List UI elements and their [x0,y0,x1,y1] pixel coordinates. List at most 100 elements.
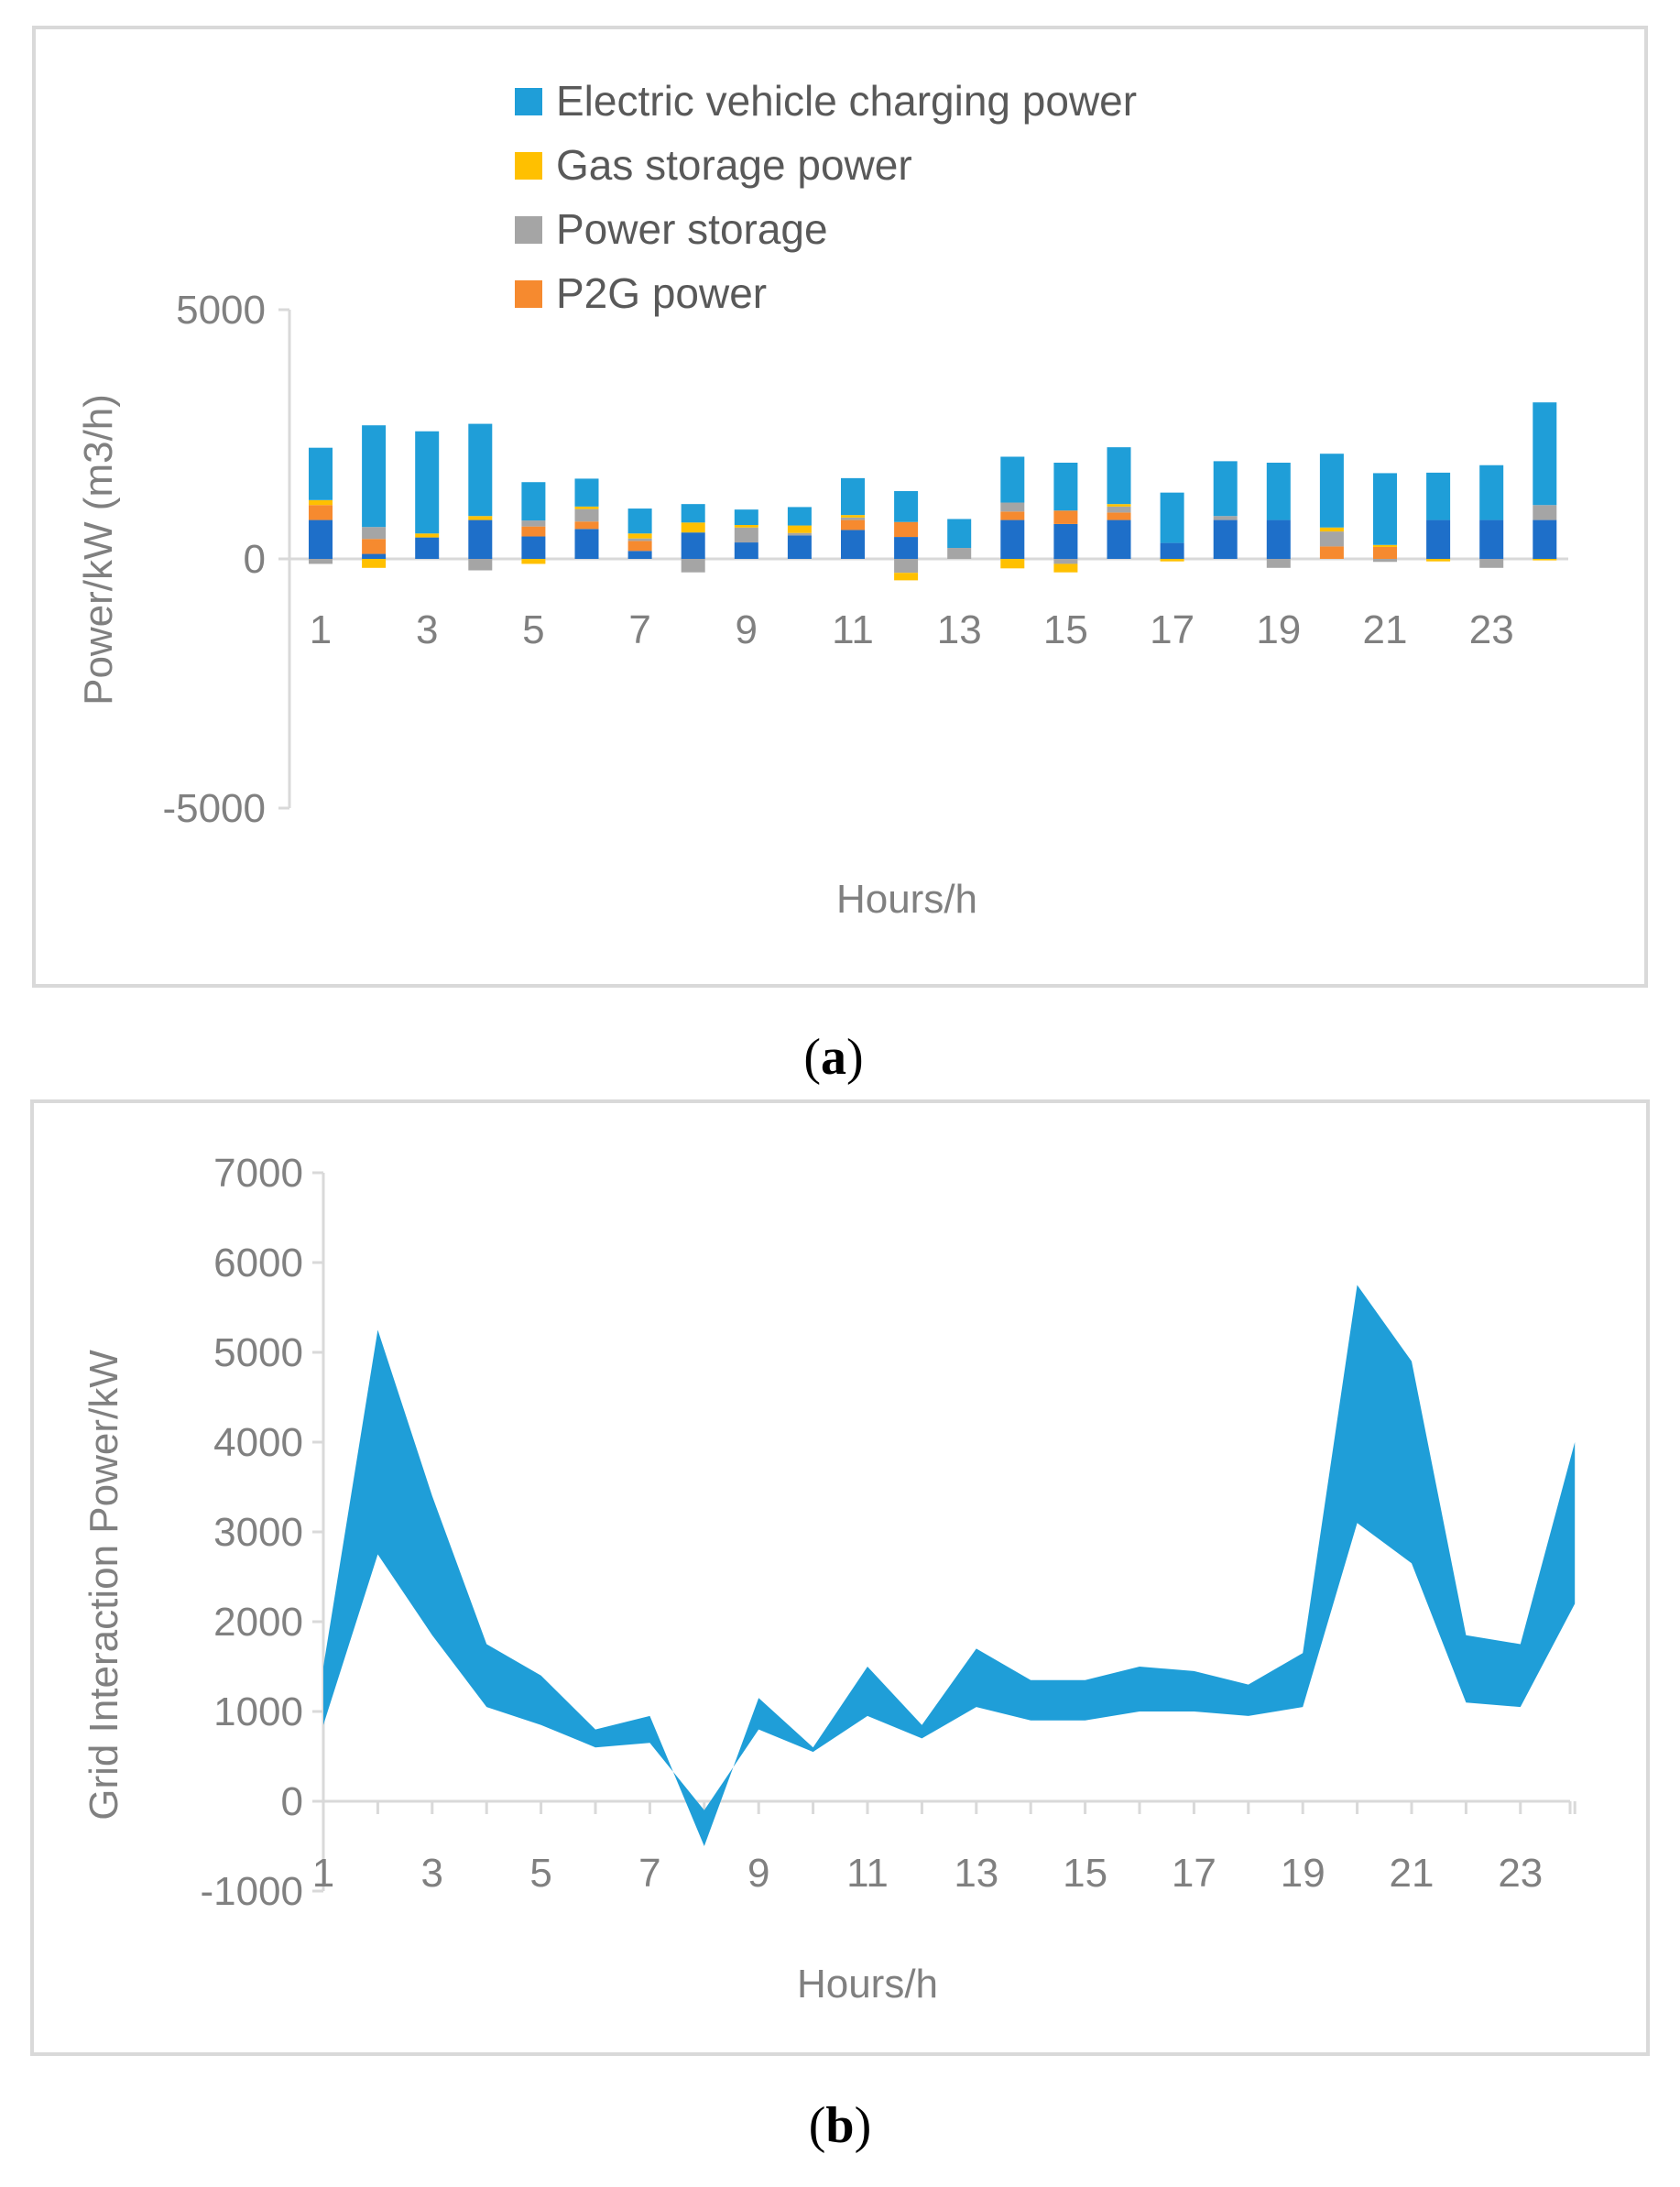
chart-a-bar-segment [1533,559,1557,561]
chart-a-x-tick-label: 9 [736,607,758,652]
chart-a-bar-segment [574,529,599,559]
chart-a-bar-segment [309,447,333,500]
chart-b-y-ticks: 7000 6000 5000 4000 3000 2000 1000 0 -1000 [200,1151,303,1914]
chart-a-bar-segment [1053,563,1078,573]
chart-a-bar-segment [1000,559,1025,569]
chart-a-x-tick-label: 7 [628,607,650,652]
chart-b-y-tick-label: 2000 [213,1600,303,1645]
chart-a-legend-label: Power storage [556,205,828,253]
chart-a-bar-segment [1426,519,1451,559]
chart-a-x-tick-label: 5 [522,607,544,652]
chart-a-bar-segment [1000,456,1025,503]
chart-a-bar-segment [1213,516,1238,520]
chart-a-bar-segment [1000,502,1025,512]
chart-a-bar-segment [574,506,599,509]
chart-a-y-tick-label: -5000 [162,786,266,831]
chart-a-bar-segment [1533,402,1557,506]
chart-a-bar-segment [1107,506,1131,513]
chart-b-caption: (b) [809,2097,871,2154]
chart-a-bar-segment [1160,542,1184,559]
chart-a-bar-segment [681,522,705,533]
chart-a-bar-segment [1373,473,1397,545]
chart-a-bars [309,402,1557,581]
chart-b-y-tick-label: 7000 [213,1151,303,1196]
chart-a-bar-segment [521,520,546,527]
chart-a-x-tick-label: 1 [310,607,332,652]
chart-b-y-tick-label: 6000 [213,1241,303,1285]
chart-a-bar-segment [1533,505,1557,520]
chart-a-bar-segment [1213,519,1238,559]
chart-a-bar-segment [415,431,440,534]
chart-b-x-axis-title: Hours/h [797,1962,938,2007]
chart-a-bar-segment [362,527,387,540]
chart-a-caption: (a) [803,1029,863,1086]
chart-a-bar-segment [362,425,387,528]
chart-a-bar-segment [1107,512,1131,520]
chart-b-x-tick-label: 3 [421,1851,443,1896]
chart-a-bar-segment [787,525,812,533]
chart-a-bar-segment [894,521,919,538]
chart-a-bar-segment [734,542,758,559]
chart-a-bar-segment [1266,559,1291,568]
chart-b-x-tick-label: 19 [1281,1851,1325,1896]
chart-a-bar-segment [1319,546,1344,559]
chart-b-x-tick-label: 9 [747,1851,769,1896]
chart-a-bar-segment [894,559,919,574]
chart-a-bar-segment [894,573,919,581]
chart-a-y-tick-label: 0 [244,537,266,582]
chart-a-bar-segment [627,541,652,552]
chart-a-legend-label: Gas storage power [556,141,912,189]
chart-a-bar-segment [1426,472,1451,520]
chart-a-bar-segment [1319,531,1344,547]
chart-b-y-tick-label: 4000 [213,1420,303,1465]
chart-a-bar-segment [787,507,812,526]
chart-a-bar-segment [1053,523,1078,559]
chart-b-x-tick-label: 13 [954,1851,998,1896]
chart-a-bar-segment [627,538,652,541]
chart-b-x-tick-label: 23 [1498,1851,1543,1896]
chart-a-bar-segment [1373,546,1397,559]
chart-a-x-ticks: 1 3 5 7 9 11 13 15 17 19 21 23 [310,607,1514,652]
chart-a-bar-segment [1053,463,1078,511]
chart-a-bar-segment [734,509,758,526]
chart-a-bar-segment [1107,447,1131,505]
chart-a-bar-segment [841,530,865,559]
chart-a-bar-segment [734,527,758,543]
chart-a-bar-segment [521,536,546,559]
chart-a-bar-segment [468,423,493,517]
chart-b-x-tick-label: 5 [529,1851,551,1896]
chart-a-bar-segment [841,515,865,518]
chart-a-bar-segment [1479,519,1504,559]
chart-a-bar-segment [468,559,493,571]
chart-a-x-axis-title: Hours/h [836,877,977,922]
chart-a-bar-segment [574,508,599,522]
chart-a-bar-segment [787,535,812,559]
chart-b-frame [30,1099,1650,2056]
chart-a-legend: Electric vehicle charging power Gas stora… [515,77,1137,317]
chart-a-y-ticks: 5000 0 -5000 [162,288,266,831]
chart-a-bar-segment [787,532,812,536]
chart-a-bar-segment [681,559,705,573]
chart-b-y-tick-label: 3000 [213,1510,303,1555]
chart-a-bar-segment [1053,559,1078,564]
chart-a-bar-segment [309,559,333,564]
chart-a-bar-segment [1426,559,1451,562]
chart-a-bar-segment [1479,465,1504,520]
chart-b-x-tick-label: 15 [1063,1851,1107,1896]
chart-a-bar-segment [415,533,440,538]
chart-a-axes [278,308,1568,810]
chart-a-legend-label: Electric vehicle charging power [556,77,1137,125]
chart-a-bar-segment [734,525,758,528]
chart-a-bar-segment [841,517,865,520]
chart-a-bar-segment [627,533,652,539]
chart-a-bar-segment [1000,511,1025,520]
chart-a-bar-segment [1373,559,1397,563]
chart-a-bar-segment [574,521,599,530]
chart-a-bar-segment [894,491,919,522]
chart-a-x-tick-label: 11 [832,607,874,652]
chart-a-bar-segment [894,537,919,559]
chart-a-legend-swatch [515,280,542,308]
chart-a-bar-segment [1107,504,1131,507]
chart-a-x-tick-label: 13 [937,607,982,652]
